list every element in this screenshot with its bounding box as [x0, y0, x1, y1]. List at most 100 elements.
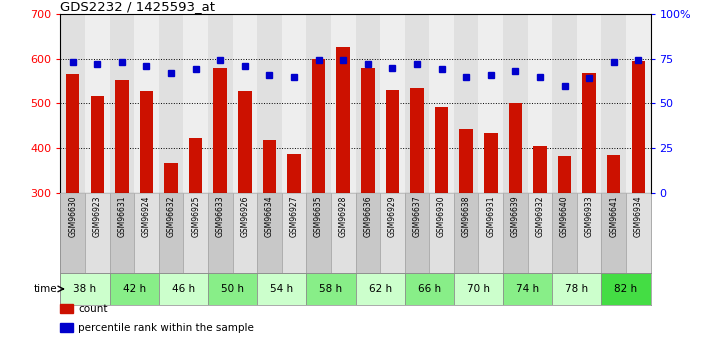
Bar [66, 74, 80, 193]
Bar [85, 193, 109, 273]
Text: 66 h: 66 h [417, 284, 441, 294]
Text: GSM96641: GSM96641 [609, 196, 618, 237]
Text: GSM96932: GSM96932 [535, 196, 545, 237]
Bar [356, 193, 380, 273]
Bar [85, 14, 109, 193]
Text: GDS2232 / 1425593_at: GDS2232 / 1425593_at [60, 0, 215, 13]
Bar [164, 163, 178, 193]
Bar [479, 14, 503, 193]
Bar [528, 193, 552, 273]
Bar [385, 90, 399, 193]
Bar [528, 14, 552, 193]
Bar [405, 14, 429, 193]
Bar [213, 68, 227, 193]
Bar [405, 193, 429, 273]
Bar [109, 273, 159, 305]
Bar [552, 14, 577, 193]
Bar [552, 273, 602, 305]
Bar [479, 193, 503, 273]
Bar [454, 193, 479, 273]
Bar [336, 47, 350, 193]
Bar [282, 193, 306, 273]
Bar [331, 14, 356, 193]
Text: GSM96636: GSM96636 [363, 196, 373, 237]
Bar [577, 14, 602, 193]
Bar [631, 61, 645, 193]
Bar [109, 193, 134, 273]
Bar [410, 88, 424, 193]
Bar [60, 273, 109, 305]
Bar [602, 14, 626, 193]
Bar [602, 193, 626, 273]
Text: GSM96637: GSM96637 [412, 196, 422, 237]
Bar [134, 14, 159, 193]
Bar [159, 14, 183, 193]
Bar [577, 193, 602, 273]
Text: GSM96634: GSM96634 [265, 196, 274, 237]
Bar [306, 193, 331, 273]
Text: GSM96926: GSM96926 [240, 196, 250, 237]
Text: time: time [33, 284, 57, 294]
Text: 54 h: 54 h [270, 284, 294, 294]
Bar [454, 273, 503, 305]
Bar [312, 59, 326, 193]
Text: GSM96638: GSM96638 [461, 196, 471, 237]
Bar [503, 14, 528, 193]
Bar [134, 193, 159, 273]
Bar [232, 14, 257, 193]
Text: GSM96923: GSM96923 [93, 196, 102, 237]
Bar [429, 14, 454, 193]
Bar [306, 14, 331, 193]
Bar [257, 273, 306, 305]
Bar [140, 91, 154, 193]
Text: GSM96931: GSM96931 [486, 196, 496, 237]
Bar [454, 14, 479, 193]
Bar [60, 193, 85, 273]
Bar [380, 14, 405, 193]
Bar [208, 193, 232, 273]
Bar [109, 14, 134, 193]
Bar [626, 14, 651, 193]
Text: GSM96933: GSM96933 [584, 196, 594, 237]
Text: GSM96927: GSM96927 [289, 196, 299, 237]
Bar [282, 14, 306, 193]
Text: percentile rank within the sample: percentile rank within the sample [78, 323, 254, 333]
Bar [356, 14, 380, 193]
Bar [557, 156, 571, 193]
Bar [484, 132, 498, 193]
Bar [356, 273, 405, 305]
Text: GSM96925: GSM96925 [191, 196, 201, 237]
Text: GSM96930: GSM96930 [437, 196, 446, 237]
Bar [115, 80, 129, 193]
Bar [238, 91, 252, 193]
Bar [429, 193, 454, 273]
Text: count: count [78, 304, 107, 314]
Bar [257, 14, 282, 193]
Bar [405, 273, 454, 305]
Bar [503, 273, 552, 305]
Bar [189, 138, 203, 193]
Text: 58 h: 58 h [319, 284, 343, 294]
Bar [159, 193, 183, 273]
Bar [380, 193, 405, 273]
Bar [183, 193, 208, 273]
Text: GSM96633: GSM96633 [215, 196, 225, 237]
Bar [626, 193, 651, 273]
Text: 78 h: 78 h [565, 284, 589, 294]
Bar [262, 140, 276, 193]
Bar [459, 129, 473, 193]
Bar [183, 14, 208, 193]
Text: GSM96924: GSM96924 [142, 196, 151, 237]
Text: 50 h: 50 h [221, 284, 244, 294]
Bar [60, 14, 85, 193]
Text: 38 h: 38 h [73, 284, 97, 294]
Bar [208, 14, 232, 193]
Bar [435, 107, 449, 193]
Bar [552, 193, 577, 273]
Bar [582, 73, 596, 193]
Text: 46 h: 46 h [172, 284, 195, 294]
Bar [331, 193, 356, 273]
Bar [602, 273, 651, 305]
Bar [361, 68, 375, 193]
Bar [533, 146, 547, 193]
